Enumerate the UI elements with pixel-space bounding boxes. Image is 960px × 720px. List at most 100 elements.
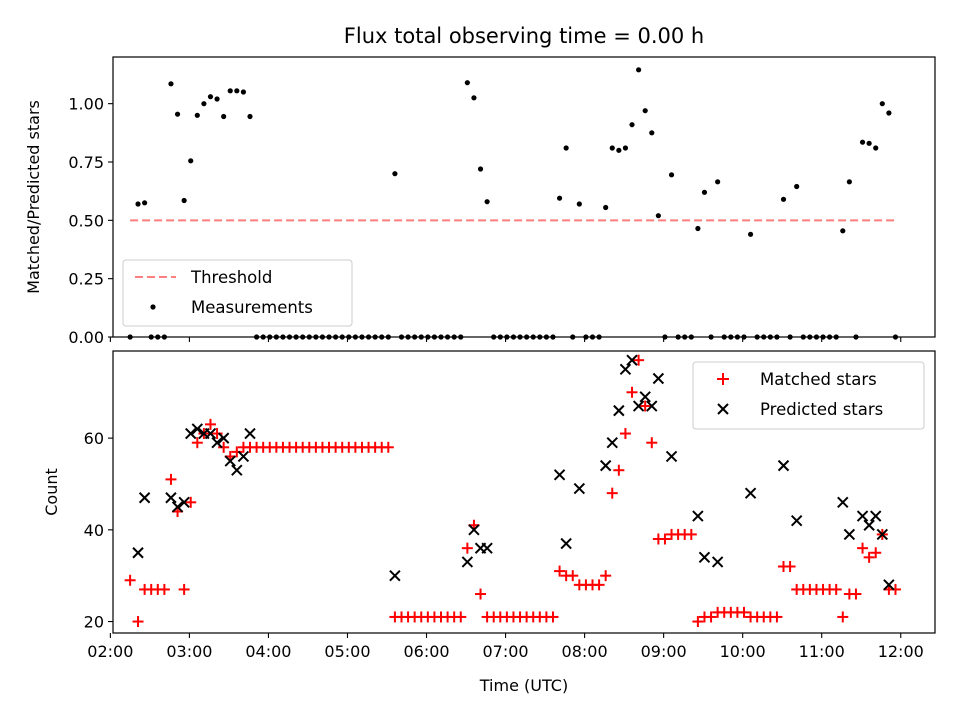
measurement-point [879,101,885,107]
measurement-point [392,171,398,177]
measurement-point [221,113,227,120]
top-chart-title: Flux total observing time = 0.00 h [344,24,704,48]
measurement-point [846,179,852,185]
measurement-point [234,88,240,94]
matched-star-marker [659,533,671,545]
measurement-point [616,147,622,153]
measurement-point [207,94,214,100]
measurement-point [576,201,582,207]
matched-star-marker [475,588,487,600]
measurement-point [655,213,661,219]
matched-star-marker [158,583,170,595]
matched-star-marker [784,561,796,573]
measurement-point [701,189,708,195]
predicted-star-marker [231,464,243,476]
measurement-point [780,196,787,202]
top-y-tick-label: 0.00 [68,328,104,347]
bottom-x-tick-label: 06:00 [403,642,449,661]
matched-star-marker [889,583,901,595]
matched-star-marker [850,588,862,600]
top-y-tick-label: 0.25 [68,270,104,289]
matched-star-marker [606,487,618,499]
bottom-x-tick-label: 10:00 [720,642,766,661]
top-y-axis-label: Matched/Predicted stars [24,100,43,294]
top-x-axis [109,337,902,342]
bottom-x-tick-label: 05:00 [324,642,370,661]
measurement-point [629,122,635,128]
predicted-star-marker [211,437,223,449]
predicted-star-marker [132,547,144,559]
predicted-star-marker [165,492,177,504]
measurement-point [603,204,609,211]
predicted-star-marker [178,496,190,509]
measurement-point [484,199,490,205]
matched-star-marker [705,611,717,623]
predicted-star-marker [790,514,803,527]
measurement-point [181,197,187,204]
measurement-point [142,200,148,206]
predicted-star-marker [606,437,618,449]
predicted-star-marker [204,427,217,440]
predicted-star-marker [870,510,882,522]
predicted-star-marker [711,556,724,568]
predicted-star-marker [837,496,849,509]
predicted-star-marker [560,537,572,550]
predicted-star-marker [777,459,790,472]
measurement-point [794,183,800,190]
predicted-star-marker [856,510,869,522]
predicted-star-marker [138,492,151,504]
predicted-star-marker [632,400,645,412]
matched-star-marker [639,400,651,412]
measurement-point [247,113,253,120]
matched-star-marker [455,611,467,623]
top-legend-box [122,259,353,327]
bottom-y-axis: 20 40 60 [84,429,113,632]
bottom-plot-frame [112,350,936,634]
top-plot-frame [112,56,936,338]
matched-star-marker [613,464,625,476]
bottom-plot: 20 40 60 02:00 03:00 04:00 05:00 06:00 07:00 08:… [42,350,936,695]
measurement-point [886,110,892,116]
matched-star-marker [124,574,136,586]
matched-star-marker [857,542,869,554]
matched-star-marker [178,583,190,595]
matched-star-marker [863,551,875,563]
matched-star-marker [685,528,697,540]
top-plot: 0.00 0.25 0.50 0.75 1.00 Matched/Predicted s… [24,56,936,347]
predicted-star-marker [876,528,889,541]
matched-star-marker [211,428,223,440]
bottom-x-tick-label: 03:00 [166,642,212,661]
predicted-star-marker [619,363,632,376]
measurement-point [240,89,247,95]
matched-star-marker [837,611,849,623]
predicted-star-marker [863,519,875,531]
predicted-star-marker [389,569,401,582]
predicted-star-marker [665,450,678,463]
measurement-point [840,228,846,234]
threshold-legend-label: Threshold [190,268,272,287]
measurement-point [695,225,701,232]
predicted-star-marker [744,487,757,499]
predicted-star-marker [599,459,612,472]
matched-star-marker [218,441,230,453]
measurement-point [201,101,207,107]
measurement-point [563,145,569,151]
matched-star-marker [132,616,144,628]
matched-star-marker [692,616,704,628]
measurements-legend-label: Measurements [191,298,313,317]
measurement-point [214,96,220,102]
measurement-point [135,201,141,207]
matched-star-marker [633,354,645,366]
bottom-x-axis-label: Time (UTC) [479,676,568,695]
predicted-stars-legend-swatch [717,403,729,415]
measurement-point [642,108,648,114]
bottom-x-tick-label: 11:00 [799,642,845,661]
bottom-x-tick-label: 04:00 [245,642,291,661]
predicted-stars-legend-label: Predicted stars [760,400,883,419]
measurement-point [866,140,872,146]
matched-star-marker [567,570,579,582]
predicted-star-marker [237,450,250,463]
top-y-tick-label: 1.00 [68,95,104,114]
